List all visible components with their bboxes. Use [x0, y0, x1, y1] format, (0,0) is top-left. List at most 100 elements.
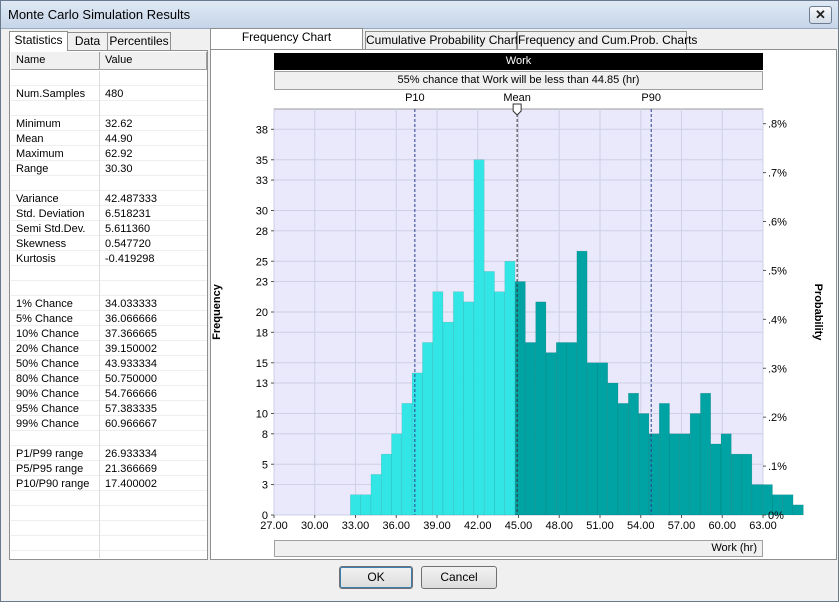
- histogram-bar: [504, 261, 516, 516]
- x-tick-label: 63.00: [749, 520, 777, 532]
- stat-name-cell: P5/P95 range: [16, 463, 84, 475]
- y-tick-label: 5: [262, 459, 268, 471]
- x-tick-label: 36.00: [382, 520, 410, 532]
- table-row[interactable]: 99% Chance 60.966667: [11, 416, 207, 431]
- tab-frequency-chart[interactable]: Frequency Chart: [210, 28, 363, 49]
- stat-value-cell: 6.518231: [105, 208, 151, 220]
- x-tick-label: 60.00: [708, 520, 736, 532]
- y-tick-label: 10: [256, 409, 268, 421]
- stat-name-cell: Skewness: [16, 238, 67, 250]
- table-row[interactable]: Minimum 32.62: [11, 116, 207, 131]
- table-row[interactable]: [11, 506, 207, 521]
- table-row[interactable]: 95% Chance 57.383335: [11, 401, 207, 416]
- stat-value-cell: 5.611360: [105, 223, 151, 235]
- y2-tick-label: .5%: [768, 265, 787, 277]
- stat-name-cell: 90% Chance: [16, 388, 79, 400]
- mean-marker-icon: [512, 103, 522, 116]
- chart-title: Work: [274, 53, 763, 70]
- table-row[interactable]: Range 30.30: [11, 161, 207, 176]
- table-row[interactable]: 50% Chance 43.933334: [11, 356, 207, 371]
- table-row[interactable]: 1% Chance 34.033333: [11, 296, 207, 311]
- x-tick-label: 45.00: [505, 520, 533, 532]
- x-tick-label: 42.00: [464, 520, 492, 532]
- stat-value-cell: 34.033333: [105, 298, 157, 310]
- histogram-bar: [535, 301, 547, 516]
- stat-name-cell: 99% Chance: [16, 418, 79, 430]
- tab-percentiles[interactable]: Percentiles: [107, 32, 171, 50]
- table-row[interactable]: P10/P90 range 17.400002: [11, 476, 207, 491]
- table-row[interactable]: Mean 44.90: [11, 131, 207, 146]
- column-header-value[interactable]: Value: [100, 52, 207, 70]
- histogram-bar: [628, 392, 639, 516]
- table-row[interactable]: Variance 42.487333: [11, 191, 207, 206]
- stat-name-cell: Maximum: [16, 148, 64, 160]
- table-row[interactable]: Maximum 62.92: [11, 146, 207, 161]
- table-row[interactable]: Semi Std.Dev. 5.611360: [11, 221, 207, 236]
- table-row[interactable]: [11, 176, 207, 191]
- table-row[interactable]: [11, 71, 207, 86]
- tab-frequency-cumprob-charts[interactable]: Frequency and Cum.Prob. Charts: [517, 31, 698, 49]
- title-bar[interactable]: Monte Carlo Simulation Results ✕: [1, 1, 838, 29]
- marker-label: P90: [641, 92, 661, 104]
- y2-tick-label: 0%: [768, 510, 784, 522]
- frequency-chart: P10 Mean P90 27.00 30.00 33.00 36.00 39.00 42.00…: [211, 92, 824, 532]
- column-divider: [99, 71, 100, 558]
- y-tick-label: 35: [256, 155, 268, 167]
- stat-value-cell: 32.62: [105, 118, 133, 130]
- table-row[interactable]: 20% Chance 39.150002: [11, 341, 207, 356]
- y-tick-label: 18: [256, 327, 268, 339]
- histogram-bar: [710, 443, 722, 516]
- stat-value-cell: 26.933334: [105, 448, 157, 460]
- histogram-bar: [597, 362, 608, 516]
- table-row[interactable]: Std. Deviation 6.518231: [11, 206, 207, 221]
- histogram-bar: [617, 403, 629, 516]
- table-row[interactable]: 90% Chance 54.766666: [11, 386, 207, 401]
- histogram-bar: [658, 403, 670, 516]
- x-tick-label: 33.00: [342, 520, 370, 532]
- y-tick-label: 20: [256, 307, 268, 319]
- table-row[interactable]: [11, 491, 207, 506]
- histogram-bar: [586, 362, 598, 516]
- close-button[interactable]: ✕: [809, 6, 832, 24]
- stat-value-cell: 44.90: [105, 133, 133, 145]
- table-row[interactable]: 5% Chance 36.066666: [11, 311, 207, 326]
- statistics-grid: Name Value Num.Samples 480 Minimum 32.62 Mea…: [9, 50, 208, 560]
- histogram-bar: [360, 494, 372, 516]
- ok-button[interactable]: OK: [339, 566, 413, 589]
- stat-value-cell: 37.366665: [105, 328, 157, 340]
- table-row[interactable]: Skewness 0.547720: [11, 236, 207, 251]
- x-tick-label: 57.00: [668, 520, 696, 532]
- histogram-bar: [638, 413, 650, 516]
- column-header-name[interactable]: Name: [11, 52, 100, 70]
- histogram-bar: [453, 291, 464, 516]
- table-row[interactable]: Kurtosis -0.419298: [11, 251, 207, 266]
- y-tick-label: 33: [256, 175, 268, 187]
- table-row[interactable]: Num.Samples 480: [11, 86, 207, 101]
- x-tick-label: 48.00: [545, 520, 573, 532]
- x-tick-label: 54.00: [627, 520, 655, 532]
- table-row[interactable]: 10% Chance 37.366665: [11, 326, 207, 341]
- stat-value-cell: -0.419298: [105, 253, 155, 265]
- histogram-bar: [514, 281, 526, 516]
- tab-cumulative-probability-chart[interactable]: Cumulative Probability Chart: [365, 31, 519, 49]
- table-row[interactable]: [11, 281, 207, 296]
- table-row[interactable]: [11, 521, 207, 536]
- histogram-bar: [741, 453, 753, 516]
- tab-data[interactable]: Data: [67, 32, 108, 50]
- histogram-bar: [720, 433, 732, 516]
- table-row[interactable]: 80% Chance 50.750000: [11, 371, 207, 386]
- histogram-bar: [566, 342, 578, 516]
- histogram-bar: [525, 342, 536, 516]
- y-tick-label: 0: [262, 510, 268, 522]
- cancel-button[interactable]: Cancel: [421, 566, 497, 589]
- table-row[interactable]: P5/P95 range 21.366669: [11, 461, 207, 476]
- y-tick-label: 23: [256, 277, 268, 289]
- table-row[interactable]: [11, 536, 207, 551]
- stat-value-cell: 62.92: [105, 148, 133, 160]
- table-row[interactable]: [11, 266, 207, 281]
- table-row[interactable]: P1/P99 range 26.933334: [11, 446, 207, 461]
- table-row[interactable]: [11, 101, 207, 116]
- table-row[interactable]: [11, 431, 207, 446]
- tab-statistics[interactable]: Statistics: [9, 31, 68, 51]
- histogram-bar: [648, 433, 660, 516]
